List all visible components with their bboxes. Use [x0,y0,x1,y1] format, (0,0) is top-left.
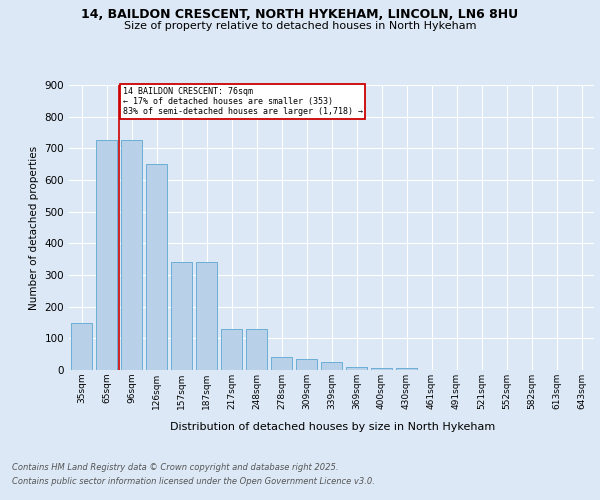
Text: Size of property relative to detached houses in North Hykeham: Size of property relative to detached ho… [124,21,476,31]
Bar [221,329,242,370]
Bar [246,329,267,370]
Bar [96,140,117,370]
Y-axis label: Number of detached properties: Number of detached properties [29,146,39,310]
Bar [371,368,392,370]
Bar [121,140,142,370]
Bar [146,164,167,370]
Bar [396,368,417,370]
Text: 14 BAILDON CRESCENT: 76sqm
← 17% of detached houses are smaller (353)
83% of sem: 14 BAILDON CRESCENT: 76sqm ← 17% of deta… [123,86,363,117]
Bar [171,262,192,370]
Text: 14, BAILDON CRESCENT, NORTH HYKEHAM, LINCOLN, LN6 8HU: 14, BAILDON CRESCENT, NORTH HYKEHAM, LIN… [82,8,518,20]
Text: Contains public sector information licensed under the Open Government Licence v3: Contains public sector information licen… [12,477,375,486]
Bar [271,358,292,370]
Text: Distribution of detached houses by size in North Hykeham: Distribution of detached houses by size … [170,422,496,432]
Bar [196,262,217,370]
Bar [296,359,317,370]
Bar [71,322,92,370]
Bar [321,362,342,370]
Bar [346,367,367,370]
Text: Contains HM Land Registry data © Crown copyright and database right 2025.: Contains HM Land Registry data © Crown c… [12,464,338,472]
